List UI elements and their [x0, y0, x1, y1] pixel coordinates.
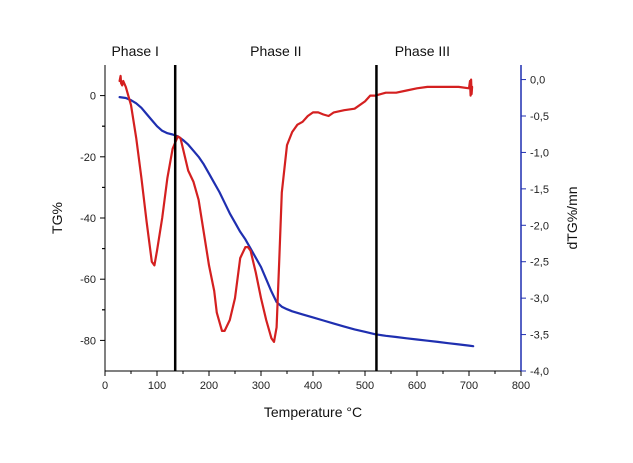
x-axis-label: Temperature °C [264, 404, 362, 420]
y2-tick-label: -3,5 [530, 330, 549, 342]
x-tick-label: 500 [356, 380, 374, 392]
y-tick-label: 0 [90, 91, 96, 103]
x-tick-label: 300 [252, 380, 270, 392]
x-tick-label: 0 [102, 380, 108, 392]
phase-label: Phase I [111, 43, 158, 59]
y2-tick-label: 0,0 [530, 75, 545, 87]
y-tick-label: -80 [80, 335, 96, 347]
x-tick-label: 800 [512, 380, 530, 392]
axes [104, 65, 522, 372]
y2-tick-label: -3,0 [530, 293, 549, 305]
y-axis-label: TG% [49, 202, 65, 234]
x-tick-label: 100 [148, 380, 166, 392]
x-tick-label: 700 [460, 380, 478, 392]
phase-label: Phase III [395, 43, 450, 59]
y-tick-label: -40 [80, 213, 96, 225]
y2-tick-label: -1,5 [530, 184, 549, 196]
tg-series-line [118, 95, 475, 348]
y-tick-label: -60 [80, 274, 96, 286]
phase-dividers [173, 65, 378, 371]
y2-axis-label: dTG%/mn [564, 186, 580, 249]
y2-tick-label: -2,5 [530, 257, 549, 269]
y-tick-label: -20 [80, 152, 96, 164]
x-tick-label: 200 [200, 380, 218, 392]
phase-labels: Phase I Phase II Phase III [111, 43, 450, 59]
y2-tick-label: -4,0 [530, 366, 549, 378]
y2-tick-label: -0,5 [530, 111, 549, 123]
x-tick-label: 600 [408, 380, 426, 392]
dtg-series-line [118, 74, 474, 343]
y2-tick-label: -1,0 [530, 147, 549, 159]
x-tick-label: 400 [304, 380, 322, 392]
phase-label: Phase II [250, 43, 301, 59]
tick-marks-and-labels: 0 100 200 300 400 500 600 700 800 0 -20 -40 -60 -80 0,… [80, 75, 549, 392]
series-layer [118, 74, 475, 348]
y2-tick-label: -2,0 [530, 220, 549, 232]
